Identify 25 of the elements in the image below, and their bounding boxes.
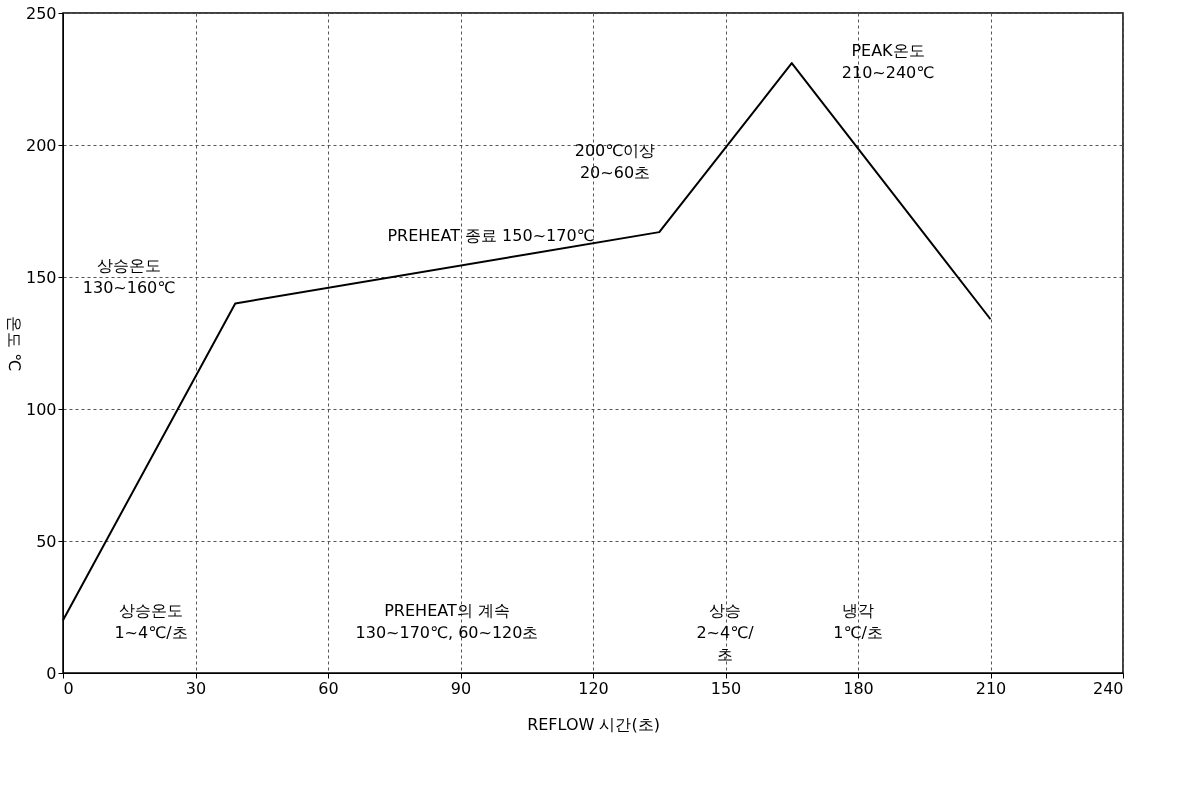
y-tick-label: 100: [25, 399, 57, 419]
y-tick-label: 150: [25, 267, 57, 287]
x-tick-label: 90: [450, 678, 472, 698]
annotation: 상승온도 130~160℃: [82, 256, 176, 297]
x-tick-label: 150: [710, 678, 742, 698]
x-tick-label: 0: [63, 678, 74, 698]
x-tick-label: 60: [318, 678, 339, 698]
y-tick-label: 50: [36, 531, 57, 551]
annotation: 상승 2~4℃/ 초: [696, 601, 755, 664]
y-tick-label: 0: [46, 663, 57, 683]
annotation: PREHEAT의 계속 130~170℃, 60~120초: [355, 601, 539, 642]
annotation: PEAK온도 210~240℃: [841, 41, 935, 82]
x-tick-label: 240: [1092, 678, 1124, 698]
x-tick-label: 30: [185, 678, 207, 698]
annotation: 냉각 1℃/초: [833, 601, 883, 642]
x-tick-label: 120: [578, 678, 609, 698]
annotation: 200℃이상 20~60초: [574, 141, 656, 182]
y-axis-title: 온도 ℃: [4, 315, 24, 372]
x-tick-label: 210: [975, 678, 1007, 698]
y-tick-label: 250: [25, 3, 57, 23]
annotation: PREHEAT 종료 150~170℃: [387, 226, 595, 245]
x-tick-label: 180: [843, 678, 874, 698]
y-tick-label: 200: [25, 135, 57, 155]
annotation: 상승온도 1~4℃/초: [114, 601, 188, 642]
x-axis-title: REFLOW 시간(초): [527, 714, 660, 734]
